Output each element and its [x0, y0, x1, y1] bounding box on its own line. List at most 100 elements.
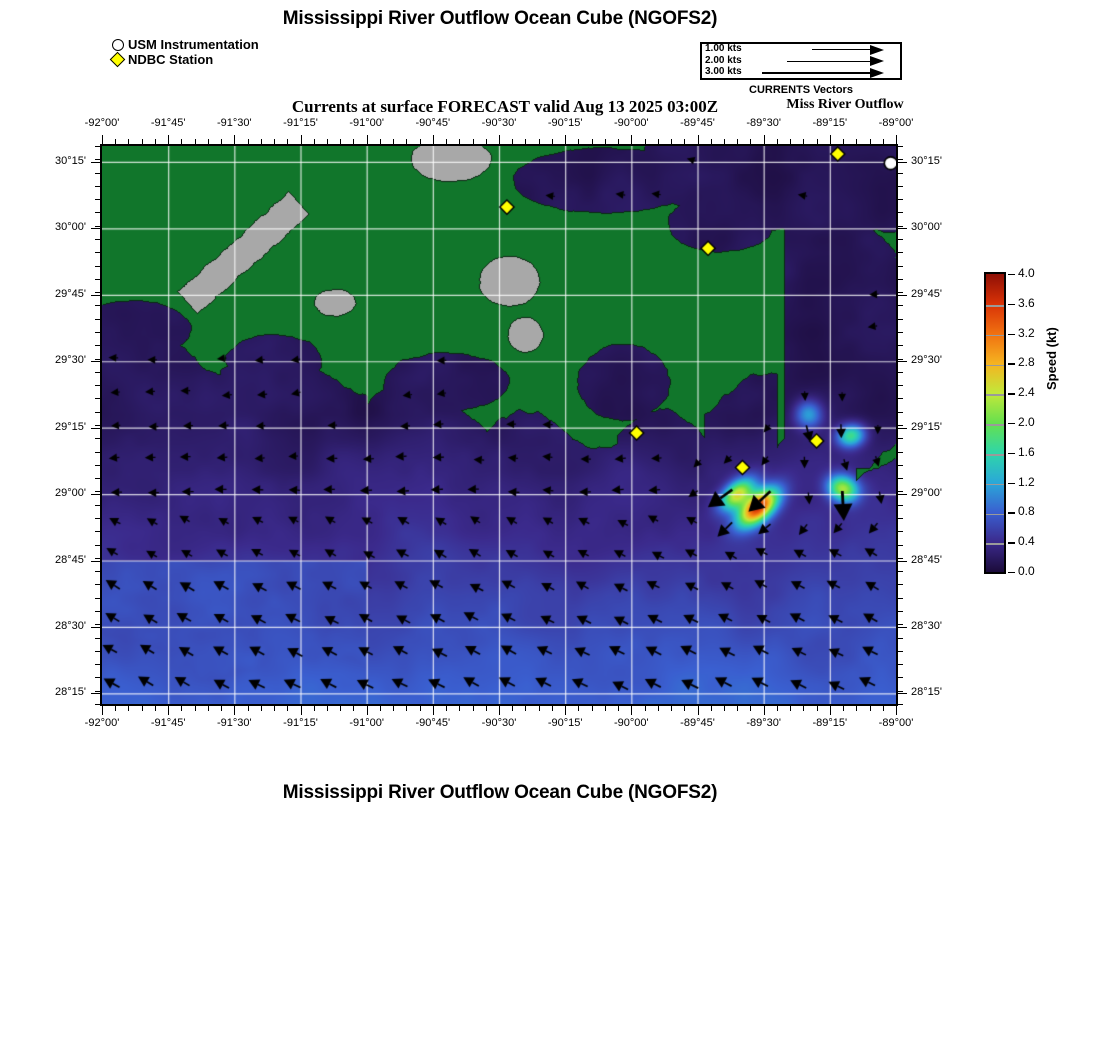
lon-minor-tick	[750, 706, 752, 711]
lat-minor-tick	[95, 584, 100, 586]
lon-minor-tick	[604, 706, 606, 711]
lon-axis-label: -91°30'	[217, 117, 252, 129]
lat-axis-label: 29°30'	[55, 354, 86, 367]
forecast-subtitle: Currents at surface FORECAST valid Aug 1…	[291, 97, 719, 116]
lon-minor-tick	[141, 139, 143, 144]
lon-minor-tick	[790, 139, 792, 144]
lon-minor-tick	[525, 706, 527, 711]
lat-axis-label: 28°30'	[911, 619, 942, 632]
lat-minor-tick	[898, 637, 903, 639]
lon-minor-tick	[207, 139, 209, 144]
colorbar-band-separator	[986, 424, 1004, 426]
lon-minor-tick	[512, 706, 514, 711]
lat-minor-tick	[95, 571, 100, 573]
lat-minor-tick	[95, 425, 100, 426]
lat-axis-label: 29°30'	[911, 354, 942, 367]
lon-minor-tick	[379, 706, 381, 711]
colorbar-tick	[1008, 423, 1015, 425]
lat-minor-tick	[95, 624, 100, 626]
lon-tick	[763, 706, 765, 715]
lon-tick	[102, 706, 103, 715]
lon-minor-tick	[737, 706, 739, 711]
lat-axis-label: 29°15'	[55, 420, 86, 433]
lat-minor-tick	[898, 544, 903, 546]
lat-minor-tick	[95, 146, 100, 147]
lon-axis-label: -91°15'	[283, 117, 318, 129]
colorbar-band-separator	[986, 394, 1004, 396]
lon-minor-tick	[287, 706, 289, 711]
lat-tick	[898, 361, 907, 363]
lat-minor-tick	[898, 531, 903, 533]
lon-minor-tick	[446, 706, 448, 711]
lon-minor-tick	[353, 706, 355, 711]
colorbar-band-separator	[986, 334, 1004, 337]
lat-minor-tick	[95, 385, 100, 387]
lon-minor-tick	[393, 139, 395, 144]
lat-minor-tick	[95, 318, 100, 320]
colorbar-gradient	[984, 272, 1006, 574]
lon-minor-tick	[485, 139, 487, 144]
lat-minor-tick	[898, 199, 903, 201]
lon-axis-label: -89°30'	[746, 717, 781, 729]
lat-tick	[898, 427, 907, 429]
lat-minor-tick	[95, 305, 100, 307]
lon-axis-label: -90°30'	[481, 117, 517, 129]
lat-minor-tick	[95, 239, 100, 240]
vector-shaft-icon	[762, 72, 870, 74]
lon-tick	[300, 135, 302, 144]
colorbar-band-separator	[986, 305, 1004, 307]
lat-minor-tick	[898, 278, 903, 280]
lon-minor-tick	[618, 706, 620, 711]
lat-minor-tick	[898, 371, 903, 373]
lon-axis-label: -90°45'	[415, 117, 451, 129]
colorbar: 4.0 3.6 3.2 2.8 2.4 2.0 1.6 1.2 0.8 0.4 0.0	[984, 266, 1035, 578]
lon-tick	[631, 706, 633, 715]
lon-minor-tick	[274, 139, 276, 144]
colorbar-tick-label: 2.4	[1018, 385, 1035, 400]
region-label: Miss River Outflow	[786, 97, 904, 112]
lat-minor-tick	[898, 398, 903, 400]
lat-minor-tick	[95, 212, 100, 214]
lon-minor-tick	[776, 706, 778, 711]
lat-minor-tick	[95, 544, 100, 546]
lat-axis-label: 30°15'	[55, 154, 86, 167]
lon-minor-tick	[313, 706, 315, 711]
colorbar-tick-label: 3.2	[1018, 325, 1035, 340]
lat-minor-tick	[898, 425, 903, 426]
lat-minor-tick	[898, 690, 903, 692]
lon-tick	[300, 706, 302, 715]
lon-axis-label: -90°00'	[614, 717, 649, 729]
lon-minor-tick	[406, 139, 408, 144]
lat-minor-tick	[898, 624, 903, 626]
lon-minor-tick	[406, 706, 408, 711]
lat-minor-tick	[95, 531, 100, 533]
lat-minor-tick	[95, 451, 100, 453]
lat-tick	[91, 494, 100, 496]
current-speed-field	[102, 146, 896, 704]
lon-minor-tick	[393, 706, 395, 711]
lat-minor-tick	[95, 464, 100, 466]
lon-minor-tick	[379, 139, 381, 144]
lat-minor-tick	[898, 292, 903, 294]
vector-shaft-icon	[812, 49, 870, 51]
page-title: Mississippi River Outflow Ocean Cube (NG…	[282, 8, 718, 29]
lat-minor-tick	[898, 411, 903, 413]
lon-minor-tick	[326, 706, 328, 711]
lon-tick	[432, 135, 434, 144]
lon-axis-label: -91°00'	[349, 117, 384, 129]
lat-minor-tick	[898, 597, 903, 599]
lon-minor-tick	[856, 706, 858, 711]
lat-minor-tick	[898, 332, 903, 333]
lat-minor-tick	[898, 704, 903, 705]
lat-axis-label: 29°00'	[911, 487, 942, 500]
colorbar-tick	[1008, 333, 1015, 335]
vector-scale-row: 1.00 kts	[702, 43, 900, 56]
lon-minor-tick	[644, 706, 646, 711]
lon-tick	[829, 135, 831, 144]
map-plot-area[interactable]	[100, 144, 898, 706]
lat-minor-tick	[95, 478, 100, 480]
marker-legend: USM Instrumentation NDBC Station	[109, 37, 259, 68]
lon-tick	[565, 135, 567, 144]
lon-minor-tick	[803, 706, 805, 711]
lon-axis-label: -90°15'	[547, 117, 583, 129]
